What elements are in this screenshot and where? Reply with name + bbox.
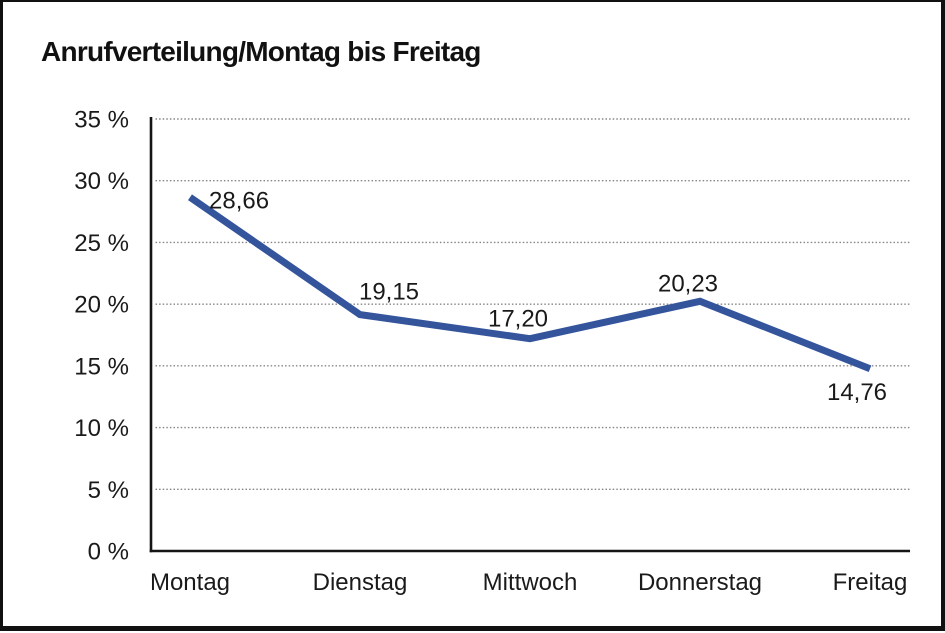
y-tick-label: 5 % bbox=[88, 477, 129, 504]
data-point-label: 17,20 bbox=[488, 306, 548, 333]
chart-canvas: 0 % 5 % 10 % 15 % 20 % 25 % 30 % 35 % Montag Dien… bbox=[74, 107, 910, 596]
y-tick-label: 0 % bbox=[88, 539, 129, 566]
chart-title: Anrufverteilung/Montag bis Freitag bbox=[41, 36, 481, 67]
data-series-line bbox=[188, 194, 872, 373]
x-category-label: Montag bbox=[150, 569, 230, 596]
x-category-label: Freitag bbox=[833, 569, 908, 596]
data-point-label: 19,15 bbox=[359, 279, 419, 306]
y-tick-label: 25 % bbox=[74, 230, 129, 257]
y-tick-label: 10 % bbox=[74, 415, 129, 442]
data-point-label: 28,66 bbox=[209, 187, 269, 214]
x-category-label: Donnerstag bbox=[638, 569, 762, 596]
x-category-label: Mittwoch bbox=[483, 569, 578, 596]
x-category-label: Dienstag bbox=[313, 569, 408, 596]
y-tick-label: 35 % bbox=[74, 107, 129, 134]
y-tick-label: 20 % bbox=[74, 292, 129, 319]
y-tick-label: 30 % bbox=[74, 168, 129, 195]
data-point-label: 20,23 bbox=[658, 270, 718, 297]
data-point-label: 14,76 bbox=[827, 379, 887, 406]
y-tick-label: 15 % bbox=[74, 353, 129, 380]
